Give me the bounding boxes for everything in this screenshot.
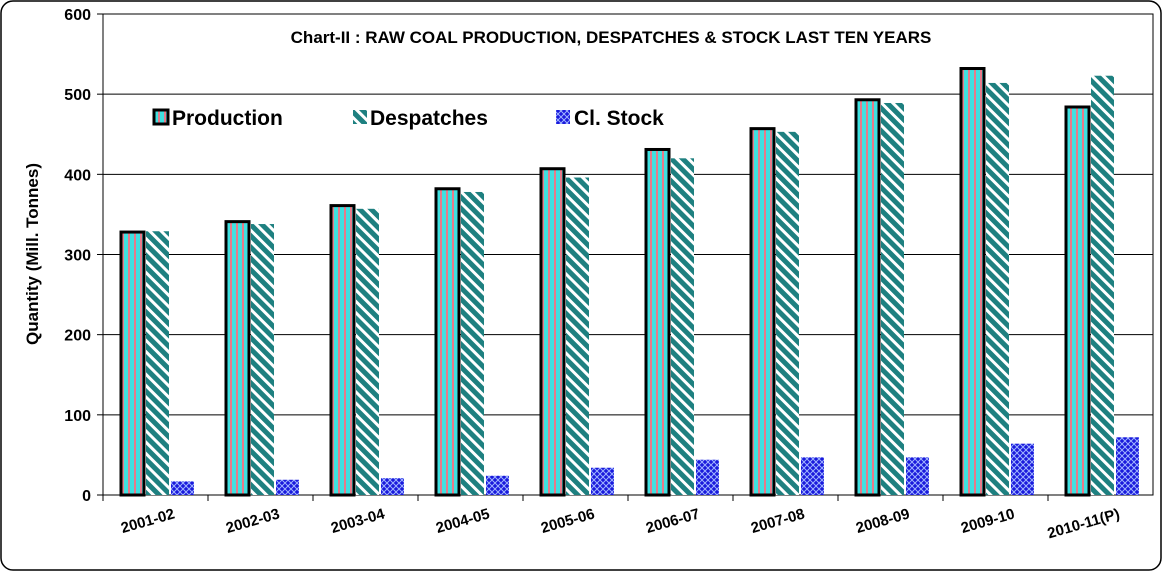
cl-stock-bar [276, 479, 299, 495]
production-bar [1064, 105, 1091, 497]
cl-stock-bar [171, 481, 194, 495]
despatches-bar [146, 231, 169, 496]
despatches-bar [461, 191, 484, 495]
y-tick-label: 600 [64, 7, 91, 24]
cl-stock-bar [696, 459, 719, 495]
legend-item-production: Production [152, 107, 283, 130]
production-bar [539, 167, 566, 497]
cl-stock-bar [591, 467, 614, 495]
production-bar [434, 187, 461, 497]
production-bar [854, 98, 881, 497]
despatches-bar [251, 224, 274, 495]
y-tick-label: 300 [64, 248, 91, 265]
legend-item-cl-stock: Cl. Stock [556, 107, 664, 130]
bars [119, 67, 1139, 497]
despatches-bar [776, 131, 799, 495]
cl-stock-bar [801, 457, 824, 495]
legend-label-production: Production [172, 107, 283, 130]
y-tick-label: 0 [82, 488, 91, 505]
legend-label-cl-stock: Cl. Stock [574, 107, 664, 130]
cl-stock-bar [486, 475, 509, 495]
production-bar [224, 220, 251, 497]
legend-swatch-production [152, 108, 170, 126]
y-tick-label: 200 [64, 328, 91, 345]
cl-stock-bar [381, 478, 404, 495]
despatches-bar [986, 82, 1009, 496]
despatches-bar [1091, 75, 1114, 495]
legend-item-despatches: Despatches [353, 107, 488, 130]
production-bar [119, 230, 146, 497]
despatches-bar [356, 208, 379, 495]
y-axis-ticks: 0 100 200 300 400 500 600 [64, 7, 103, 505]
chart-title: Chart-II : RAW COAL PRODUCTION, DESPATCH… [291, 28, 932, 47]
cl-stock-bar [1116, 437, 1139, 495]
legend: Production Despatches Cl. Stock [152, 107, 664, 130]
despatches-bar [671, 158, 694, 496]
y-tick-label: 500 [64, 87, 91, 104]
legend-swatch-despatches [353, 110, 367, 124]
y-axis-label: Quantity (Mill. Tonnes) [23, 163, 42, 345]
y-tick-label: 400 [64, 167, 91, 184]
legend-label-despatches: Despatches [370, 107, 488, 130]
despatches-bar [881, 102, 904, 496]
production-bar [959, 67, 986, 497]
legend-swatch-cl-stock [556, 110, 570, 124]
despatches-bar [566, 177, 589, 496]
y-tick-label: 100 [64, 408, 91, 425]
production-bar [749, 127, 776, 497]
production-bar [329, 204, 356, 497]
cl-stock-bar [906, 457, 929, 495]
production-bar [644, 147, 671, 497]
cl-stock-bar [1011, 443, 1034, 495]
